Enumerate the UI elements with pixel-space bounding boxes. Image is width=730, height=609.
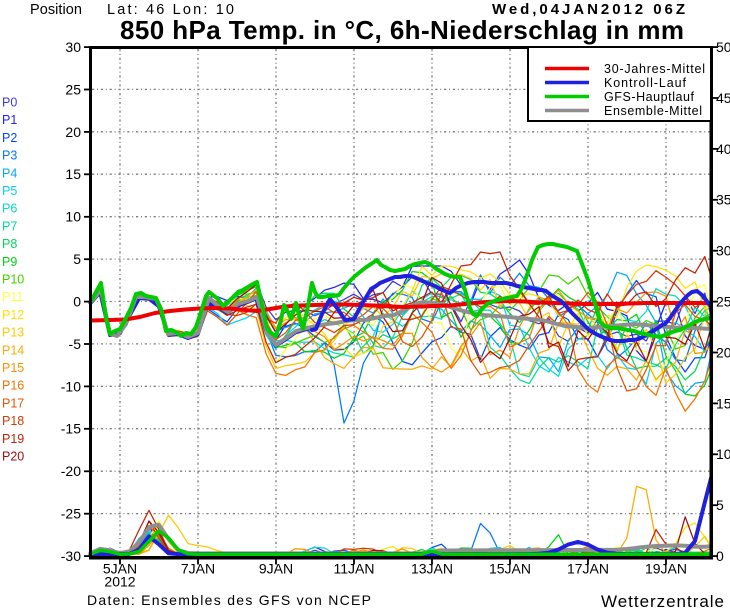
svg-text:P19: P19	[2, 432, 24, 446]
svg-text:P1: P1	[2, 113, 17, 127]
svg-text:-10: -10	[61, 378, 81, 394]
svg-text:10: 10	[65, 209, 81, 225]
svg-text:5JAN: 5JAN	[103, 561, 137, 577]
svg-text:45: 45	[716, 90, 730, 106]
svg-text:5: 5	[73, 251, 81, 267]
svg-text:20: 20	[65, 124, 81, 140]
svg-text:0: 0	[73, 294, 81, 310]
svg-text:20: 20	[716, 344, 730, 360]
svg-text:P3: P3	[2, 149, 17, 163]
svg-text:Position: Position	[30, 2, 82, 18]
svg-text:30: 30	[65, 39, 81, 55]
svg-text:GFS-Hauptlauf: GFS-Hauptlauf	[604, 90, 695, 104]
svg-text:15JAN: 15JAN	[489, 561, 531, 577]
svg-text:11JAN: 11JAN	[334, 561, 375, 577]
svg-text:-25: -25	[61, 506, 81, 522]
svg-text:P14: P14	[2, 343, 24, 357]
svg-text:-20: -20	[61, 463, 81, 479]
svg-text:Daten: Ensembles des GFS von N: Daten: Ensembles des GFS von NCEP	[87, 592, 371, 608]
svg-text:P2: P2	[2, 131, 17, 145]
svg-text:Wed,04JAN2012 06Z: Wed,04JAN2012 06Z	[492, 1, 685, 18]
svg-text:-30: -30	[61, 548, 81, 564]
svg-text:Wetterzentrale: Wetterzentrale	[601, 592, 724, 609]
svg-text:7JAN: 7JAN	[181, 561, 215, 577]
svg-text:10: 10	[716, 446, 730, 462]
svg-text:2012: 2012	[104, 574, 135, 590]
svg-text:35: 35	[716, 192, 730, 208]
svg-text:P10: P10	[2, 273, 24, 287]
svg-text:P18: P18	[2, 414, 24, 428]
svg-text:P15: P15	[2, 361, 24, 375]
svg-text:5: 5	[716, 497, 724, 513]
svg-text:30: 30	[716, 243, 730, 259]
svg-text:-5: -5	[69, 336, 82, 352]
svg-text:P9: P9	[2, 255, 17, 269]
svg-text:0: 0	[716, 548, 724, 564]
svg-text:850 hPa Temp. in °C, 6h-Nieder: 850 hPa Temp. in °C, 6h-Niederschlag in …	[120, 15, 684, 45]
svg-text:50: 50	[716, 39, 730, 55]
svg-text:P17: P17	[2, 396, 24, 410]
svg-text:P5: P5	[2, 184, 17, 198]
svg-text:25: 25	[716, 294, 730, 310]
svg-text:P6: P6	[2, 202, 17, 216]
svg-text:Kontroll-Lauf: Kontroll-Lauf	[604, 76, 687, 90]
svg-text:P7: P7	[2, 219, 17, 233]
svg-text:15: 15	[716, 395, 730, 411]
svg-text:15: 15	[65, 166, 81, 182]
svg-text:P12: P12	[2, 308, 24, 322]
svg-text:9JAN: 9JAN	[259, 561, 293, 577]
svg-text:P16: P16	[2, 379, 24, 393]
svg-text:17JAN: 17JAN	[567, 561, 609, 577]
svg-text:Ensemble-Mittel: Ensemble-Mittel	[604, 104, 702, 118]
svg-text:19JAN: 19JAN	[645, 561, 687, 577]
svg-text:30-Jahres-Mittel: 30-Jahres-Mittel	[604, 62, 705, 76]
svg-text:-15: -15	[61, 421, 81, 437]
svg-text:P11: P11	[2, 290, 23, 304]
svg-text:25: 25	[65, 81, 81, 97]
svg-text:P13: P13	[2, 326, 24, 340]
svg-text:P0: P0	[2, 96, 17, 110]
svg-text:P8: P8	[2, 237, 17, 251]
svg-text:40: 40	[716, 141, 730, 157]
svg-text:13JAN: 13JAN	[411, 561, 453, 577]
svg-text:P4: P4	[2, 166, 17, 180]
svg-text:P20: P20	[2, 450, 24, 464]
